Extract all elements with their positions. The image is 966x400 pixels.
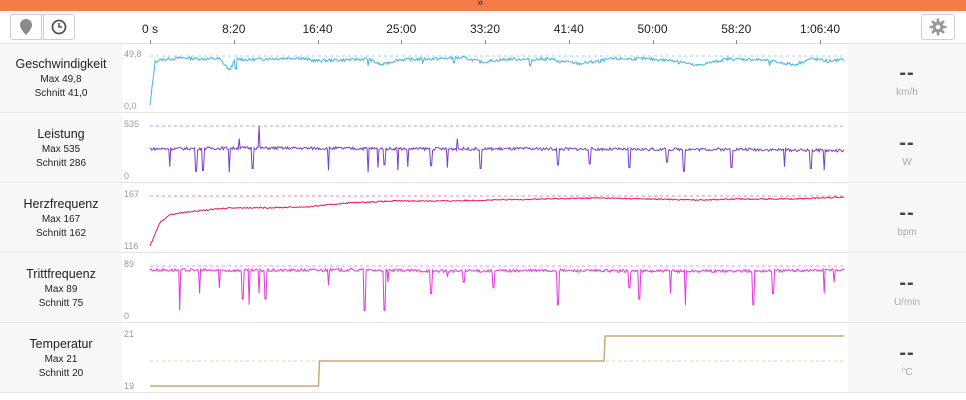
gear-icon [929,18,947,36]
metric-unit: bpm [897,227,917,238]
time-tick-mark [568,40,570,44]
metric-row-leistung: Leistung Max 535 Schnitt 286 535 0 -- W [0,114,966,183]
metric-unit: °C [901,367,913,378]
metric-unit: U/min [893,297,921,308]
metric-label: Trittfrequenz Max 89 Schnitt 75 [0,254,122,323]
metric-row-geschwindigkeit: Geschwindigkeit Max 49,8 Schnitt 41,0 49,8 0… [0,44,966,113]
metric-current: -- bpm [848,184,966,253]
metric-label: Herzfrequenz Max 167 Schnitt 162 [0,184,122,253]
time-tick-mark [401,40,403,44]
time-tick-label: 0 s [141,22,159,36]
metric-chart: 89 0 [124,259,845,321]
time-tick-label: 16:40 [302,22,333,36]
metric-chart: 535 0 [124,119,845,181]
metric-plot[interactable]: 535 0 [122,114,848,183]
settings-button[interactable] [921,14,955,40]
metric-plot[interactable]: 89 0 [122,254,848,323]
metric-avg: Schnitt 20 [38,368,84,379]
y-min-label: 0 [124,171,129,181]
time-tick-label: 25:00 [386,22,417,36]
metric-avg: Schnitt 286 [35,158,87,169]
metric-row-trittfrequenz: Trittfrequenz Max 89 Schnitt 75 89 0 -- U/min [0,254,966,323]
metric-max: Max 49,8 [40,74,82,85]
map-pin-icon [20,19,32,35]
series-line [150,335,844,387]
series-line [149,196,845,247]
time-axis-ticks: 0 s 8:20 16:40 25:00 33:20 41:40 50:00 58:20 1:0… [0,11,966,44]
time-tick-mark [820,40,821,44]
series-line [149,125,845,173]
series-line [149,55,845,106]
time-tick-mark [150,40,151,44]
metric-chart: 49,8 0,0 [124,49,845,111]
time-tick-label: 58:20 [721,22,752,36]
time-tick-mark [736,40,738,44]
metric-avg: Schnitt 41,0 [34,88,88,99]
metric-plot[interactable]: 21 19 [122,324,848,393]
metric-chart: 21 19 [124,329,844,391]
double-chevron-down-icon: » [477,0,484,9]
time-tick-label: 1:06:40 [799,22,841,36]
metric-row-temperatur: Temperatur Max 21 Schnitt 20 21 19 -- °C [0,324,966,393]
metric-label: Geschwindigkeit Max 49,8 Schnitt 41,0 [0,44,122,113]
map-view-button[interactable] [10,14,42,40]
metric-name: Temperatur [29,337,93,351]
metric-plot[interactable]: 49,8 0,0 [122,44,848,113]
current-value: -- [899,342,915,364]
metric-max: Max 89 [44,284,78,295]
time-tick-label: 8:20 [222,22,246,36]
y-max-label: 21 [124,329,134,339]
metric-current: -- km/h [848,44,966,113]
time-tick-label: 33:20 [469,22,501,36]
current-value: -- [899,132,915,154]
y-max-label: 89 [124,259,134,269]
current-value: -- [899,202,915,224]
time-tick-label: 41:40 [553,22,584,36]
metric-label: Leistung Max 535 Schnitt 286 [0,114,122,183]
collapse-bar[interactable]: » [0,0,966,11]
y-min-label: 116 [124,241,138,251]
y-min-label: 19 [124,381,134,391]
metric-current: -- U/min [848,254,966,323]
y-min-label: 0,0 [124,101,137,111]
metric-max: Max 167 [41,214,81,225]
metric-name: Geschwindigkeit [15,57,107,71]
metric-row-herzfrequenz: Herzfrequenz Max 167 Schnitt 162 167 116 -- bp… [0,184,966,253]
y-min-label: 0 [124,311,129,321]
metric-avg: Schnitt 162 [35,228,87,239]
time-axis-bar: 0 s 8:20 16:40 25:00 33:20 41:40 50:00 58:20 1:0… [0,11,966,44]
metric-name: Trittfrequenz [26,267,96,281]
y-max-label: 535 [124,119,139,129]
y-max-label: 167 [124,189,139,199]
current-value: -- [899,62,915,84]
metric-chart: 167 116 [124,189,845,251]
time-tick-mark [233,40,235,44]
metric-current: -- °C [848,324,966,393]
metric-unit: W [902,157,912,168]
metric-max: Max 21 [44,354,78,365]
metric-current: -- W [848,114,966,183]
time-tick-mark [485,40,486,44]
metric-unit: km/h [896,87,918,98]
time-view-button[interactable] [43,14,75,40]
metric-avg: Schnitt 75 [38,298,84,309]
metric-label: Temperatur Max 21 Schnitt 20 [0,324,122,393]
metric-name: Leistung [37,127,85,141]
metric-max: Max 535 [41,144,81,155]
current-value: -- [899,272,915,294]
series-line [149,267,845,311]
metric-name: Herzfrequenz [23,197,99,211]
y-max-label: 49,8 [124,49,142,59]
clock-icon [51,19,67,35]
time-tick-mark [652,40,654,44]
time-tick-mark [317,40,319,44]
time-tick-label: 50:00 [637,22,668,36]
metric-plot[interactable]: 167 116 [122,184,848,253]
